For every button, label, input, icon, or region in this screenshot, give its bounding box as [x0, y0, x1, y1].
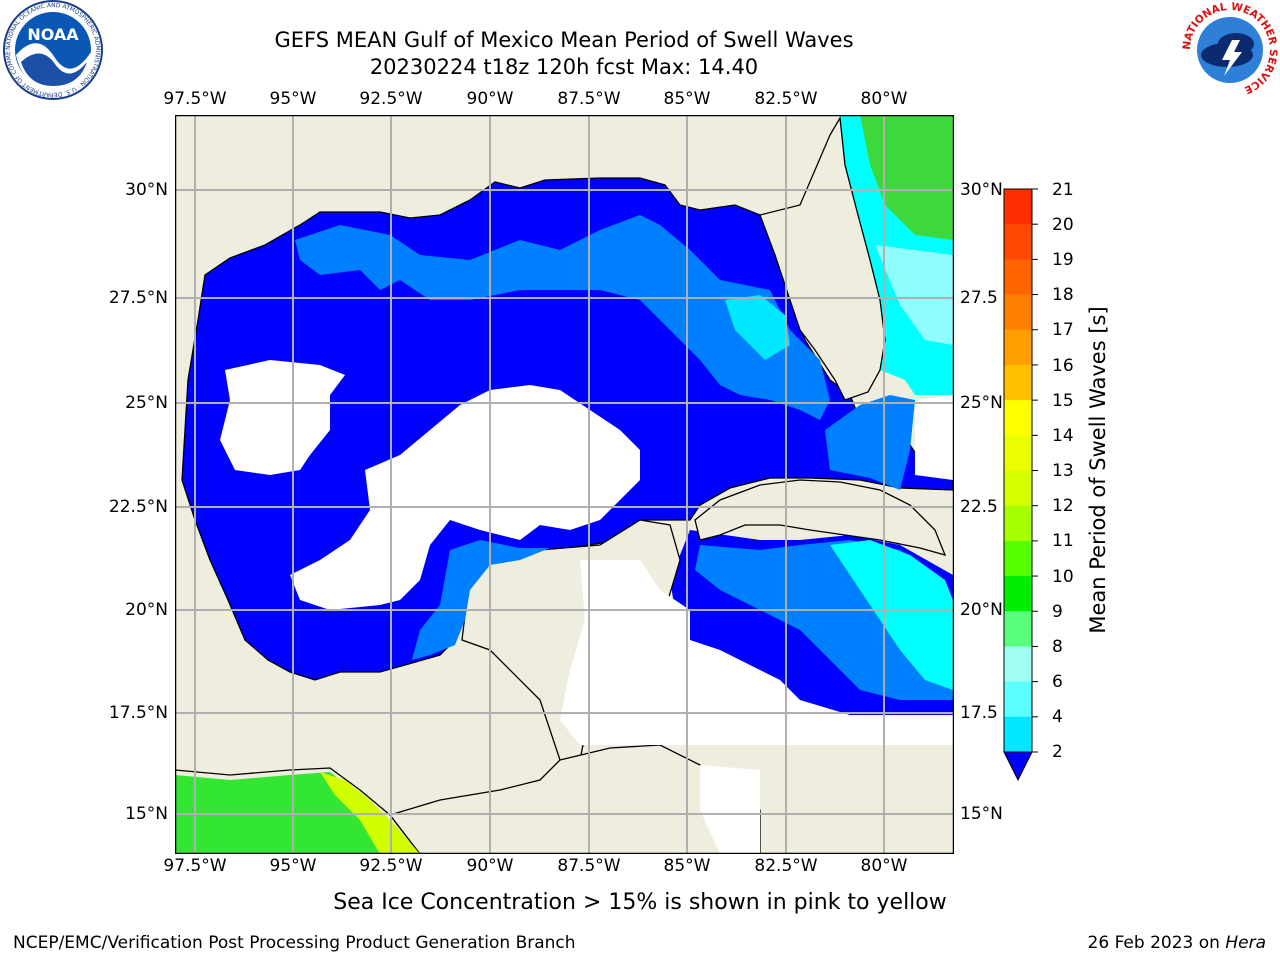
lat-label-left: 30°N	[125, 180, 168, 200]
map-frame	[175, 115, 954, 854]
lat-label-left: 25°N	[125, 393, 168, 413]
lat-label-right: 22.5	[960, 497, 998, 517]
colorbar-tick-label: 15	[1052, 391, 1074, 411]
lon-label-top: 90°W	[466, 89, 514, 109]
colorbar-tick-label: 4	[1052, 707, 1063, 727]
map-gridlines	[175, 115, 954, 854]
lon-label-top: 87.5°W	[557, 89, 621, 109]
no-data-south	[560, 560, 953, 745]
lon-label-bottom: 95°W	[269, 856, 317, 876]
colorbar-segment	[1004, 435, 1032, 472]
florida-land	[759, 115, 886, 401]
lat-label-left: 20°N	[125, 600, 168, 620]
lon-label-bottom: 85°W	[663, 856, 711, 876]
swell-zone-caribbean-cyan	[830, 540, 953, 690]
colorbar-segment	[1004, 611, 1032, 648]
lat-label-right: 17.5	[960, 703, 998, 723]
colorbar-segment	[1004, 294, 1032, 331]
swell-zone-straits	[825, 395, 915, 490]
lon-label-bottom: 87.5°W	[557, 856, 621, 876]
colorbar-tick-label: 19	[1052, 250, 1074, 270]
colorbar-label: Mean Period of Swell Waves [s]	[1086, 306, 1110, 634]
colorbar-segment	[1004, 470, 1032, 507]
gulf-map	[175, 115, 954, 854]
lat-label-right: 25°N	[960, 393, 1003, 413]
colorbar-tick-label: 17	[1052, 320, 1074, 340]
lon-label-top: 92.5°W	[359, 89, 423, 109]
colorbar-segment	[1004, 540, 1032, 577]
lon-label-top: 80°W	[860, 89, 908, 109]
swell-zone-yucatan	[412, 540, 550, 660]
lat-label-right: 30°N	[960, 180, 1003, 200]
colorbar-segment	[1004, 505, 1032, 542]
lon-label-bottom: 92.5°W	[359, 856, 423, 876]
lon-label-top: 97.5°W	[163, 89, 227, 109]
colorbar-tick-label: 13	[1052, 461, 1074, 481]
colorbar-tick-label: 21	[1052, 180, 1074, 200]
sea-ice-caption: Sea Ice Concentration > 15% is shown in …	[333, 890, 947, 915]
colorbar-segment	[1004, 576, 1032, 612]
footer-date-text: 26 Feb 2023 on	[1087, 933, 1226, 953]
colorbar-tick-label: 16	[1052, 356, 1074, 376]
lat-label-left: 17.5°N	[108, 703, 168, 723]
colorbar-tick-label: 8	[1052, 637, 1063, 657]
colorbar-tick-label: 11	[1052, 531, 1074, 551]
lon-label-top: 95°W	[269, 89, 317, 109]
colorbar-segment	[1004, 259, 1032, 296]
colorbar-tick-label: 9	[1052, 602, 1063, 622]
lat-label-right: 20°N	[960, 600, 1003, 620]
map-subtitle: 20230224 t18z 120h fcst Max: 14.40	[369, 55, 759, 79]
colorbar-segment	[1004, 224, 1032, 260]
colorbar-segment	[1004, 400, 1032, 436]
colorbar-segment	[1004, 189, 1032, 225]
colorbar-segment	[1004, 716, 1032, 753]
lon-label-bottom: 82.5°W	[754, 856, 818, 876]
colorbar-tick-label: 14	[1052, 426, 1074, 446]
colorbar-segment	[1004, 364, 1032, 401]
colorbar-tick-label: 20	[1052, 215, 1074, 235]
no-data-center-gulf	[290, 385, 640, 610]
nws-logo: NATIONAL WEATHER SERVICE	[1181, 1, 1279, 99]
footer-credit: NCEP/EMC/Verification Post Processing Pr…	[13, 933, 576, 953]
colorbar-segment	[1004, 681, 1032, 718]
lat-label-right: 15°N	[960, 804, 1003, 824]
colorbar-under-triangle	[1003, 751, 1033, 782]
colorbar-tick-label: 18	[1052, 285, 1074, 305]
colorbar-segment	[1004, 329, 1032, 366]
lat-label-right: 27.5	[960, 288, 998, 308]
lon-label-top: 85°W	[663, 89, 711, 109]
lon-label-top: 82.5°W	[754, 89, 818, 109]
noaa-logo-text: NOAA	[27, 25, 79, 44]
lon-label-bottom: 90°W	[466, 856, 514, 876]
lat-label-left: 22.5°N	[108, 497, 168, 517]
colorbar-tick-label: 6	[1052, 672, 1063, 692]
colorbar-tick-label: 10	[1052, 567, 1074, 587]
lat-label-left: 27.5°N	[108, 288, 168, 308]
noaa-logo: NOAA NATIONAL OCEANIC AND ATMOSPHERIC AD…	[3, 0, 103, 100]
atlantic-light	[875, 245, 953, 345]
no-data-central	[220, 360, 345, 475]
colorbar-tick-label: 12	[1052, 496, 1074, 516]
colorbar-tick-label: 2	[1052, 742, 1063, 762]
no-data-honduras	[700, 765, 760, 854]
swell-zone-east	[725, 295, 790, 360]
footer-date: 26 Feb 2023 on Hera	[1088, 933, 1266, 953]
lon-label-bottom: 97.5°W	[163, 856, 227, 876]
cuba-land	[694, 479, 947, 556]
no-data-east	[915, 395, 953, 480]
swell-zone-north	[295, 215, 830, 420]
colorbar-segment	[1004, 646, 1032, 683]
colorbar	[1003, 188, 1038, 782]
lon-label-bottom: 80°W	[860, 856, 908, 876]
footer-host: Hera	[1225, 933, 1266, 953]
lat-label-left: 15°N	[125, 804, 168, 824]
map-title: GEFS MEAN Gulf of Mexico Mean Period of …	[274, 28, 854, 52]
